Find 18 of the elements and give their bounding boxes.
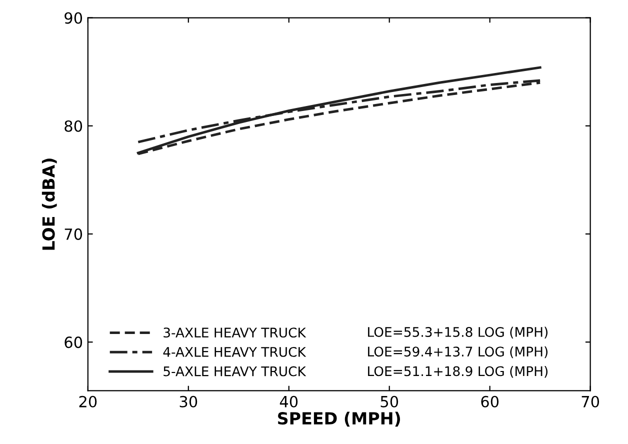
y-tick-label: 60 — [64, 336, 82, 348]
annotation: LOE=59.4+13.7 LOG (MPH) — [368, 346, 548, 358]
y-tick-label: 90 — [64, 12, 82, 24]
y-tick-label: 80 — [64, 120, 82, 132]
x-axis-title: SPEED (MPH) — [278, 412, 400, 427]
annotation: LOE=55.3+15.8 LOG (MPH) — [368, 326, 548, 339]
x-tick-label: 30 — [180, 396, 198, 408]
annotation: LOE=51.1+18.9 LOG (MPH) — [368, 366, 548, 378]
legend-label: 3-AXLE HEAVY TRUCK — [164, 328, 306, 338]
x-tick-label: 40 — [280, 396, 298, 408]
y-axis-title: LOE (dBA) — [42, 158, 57, 250]
y-tick-label: 70 — [64, 228, 82, 240]
x-tick-label: 70 — [582, 396, 600, 408]
legend-label: 4-AXLE HEAVY TRUCK — [163, 346, 306, 357]
x-tick-label: 60 — [481, 396, 499, 408]
x-tick-label: 50 — [380, 396, 398, 408]
legend-label: 5-AXLE HEAVY TRUCK — [164, 366, 306, 376]
x-tick-label: 20 — [79, 396, 97, 408]
